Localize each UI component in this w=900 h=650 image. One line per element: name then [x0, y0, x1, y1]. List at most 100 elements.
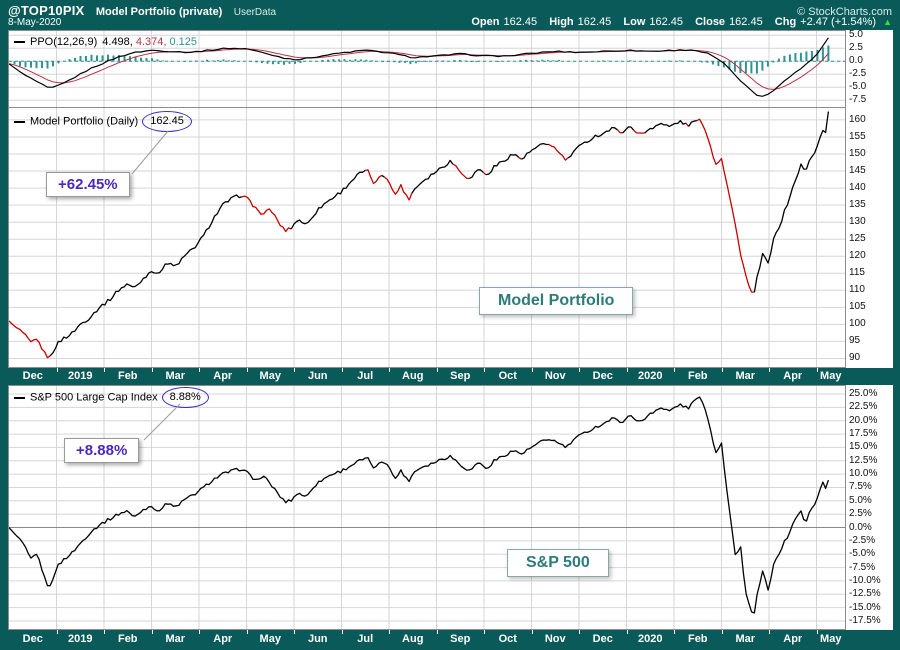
month-tick	[151, 368, 153, 372]
x-axis-label-bottom: Dec	[592, 633, 613, 645]
chart-title: Model Portfolio (private)	[95, 6, 223, 18]
x-axis-label-top: Oct	[498, 370, 517, 382]
month-tick	[626, 368, 628, 372]
x-axis-label-top: Aug	[402, 370, 424, 382]
month-tick	[56, 630, 58, 634]
header-title-row: @TOP10PIX Model Portfolio (private) User…	[8, 2, 892, 20]
month-tick	[769, 368, 770, 372]
x-axis-label-top: Jun	[307, 370, 328, 382]
x-axis-label-top: May	[259, 370, 281, 382]
x-axis-label-bottom: Sep	[450, 633, 471, 645]
snp-gain-callout: +8.88%	[64, 438, 140, 463]
month-tick	[436, 368, 438, 372]
x-axis-label-bottom: Jul	[357, 633, 374, 645]
x-axis-label-top: Mar	[735, 370, 756, 382]
ppo-value: 4.498,	[102, 36, 133, 48]
month-tick	[674, 368, 675, 372]
snp-panel	[8, 385, 846, 630]
ppo-legend: PPO(12,26,9) 4.498, 4.374, 0.125	[14, 33, 197, 51]
snp-legend-name: S&P 500 Large Cap Index	[30, 391, 158, 404]
month-tick	[246, 630, 248, 634]
x-axis-label-bottom: Feb	[117, 633, 138, 645]
x-axis-label-top: May	[820, 370, 842, 382]
month-tick	[579, 368, 580, 372]
open-value: 162.45	[503, 16, 538, 28]
price-last-value: 162.45	[142, 111, 192, 132]
header-quote-row: 8-May-2020 Open 162.45 High 162.45 Low 162.…	[8, 16, 892, 28]
snp-last-value: 8.88%	[161, 387, 209, 408]
month-tick	[531, 368, 533, 372]
price-panel	[8, 107, 846, 368]
x-axis-label-top: Apr	[783, 370, 803, 382]
month-tick	[199, 630, 200, 634]
x-axis-label-bottom: Oct	[498, 633, 517, 645]
month-tick	[721, 368, 723, 372]
x-axis-label-top: Jul	[357, 370, 374, 382]
data-source: UserData	[233, 7, 277, 18]
x-axis-label-top: Feb	[117, 370, 138, 382]
close-value: 162.45	[729, 16, 763, 28]
month-tick	[626, 630, 628, 634]
month-tick	[436, 630, 438, 634]
copyright-link[interactable]: © StockCharts.com	[797, 6, 892, 18]
x-axis-label-top: Nov	[544, 370, 566, 382]
change-value: +2.47 (+1.54%)	[800, 16, 877, 28]
x-axis-label-top: Sep	[450, 370, 471, 382]
month-tick	[674, 630, 675, 634]
month-tick	[816, 368, 818, 372]
close-label: Close	[695, 16, 726, 28]
x-axis-label-top: 2020	[638, 370, 663, 382]
x-axis-label-bottom: Apr	[783, 633, 803, 645]
month-tick	[104, 630, 105, 634]
month-tick	[484, 630, 485, 634]
low-label: Low	[623, 16, 646, 28]
x-axis-label-top: Feb	[687, 370, 708, 382]
month-tick	[341, 630, 343, 634]
x-axis-label-bottom: Apr	[213, 633, 233, 645]
month-tick	[341, 368, 343, 372]
price-panel-label: Model Portfolio	[479, 287, 634, 315]
x-axis-label-bottom: Aug	[402, 633, 424, 645]
ppo-hist-value: 0.125	[169, 36, 197, 48]
month-tick	[56, 368, 58, 372]
quote-summary: Open 162.45 High 162.45 Low 162.45 Close 162…	[462, 16, 892, 28]
x-axis-label-bottom: Feb	[687, 633, 708, 645]
change-label: Chg	[774, 16, 797, 28]
ppo-line-swatch-icon	[14, 41, 25, 44]
header-title-group: @TOP10PIX Model Portfolio (private) User…	[8, 2, 276, 20]
price-line-swatch-icon	[14, 120, 25, 123]
month-tick	[484, 368, 485, 372]
change-up-arrow-icon: ▲	[883, 17, 892, 27]
x-axis-label-top: Mar	[165, 370, 186, 382]
ppo-signal-value: 4.374,	[135, 36, 167, 48]
x-axis-label-bottom: May	[820, 633, 842, 645]
month-tick	[104, 368, 105, 372]
month-tick	[151, 630, 153, 634]
x-axis-label-bottom: May	[259, 633, 281, 645]
x-axis-label-bottom: Nov	[544, 633, 566, 645]
x-axis-label-bottom: Dec	[22, 633, 43, 645]
month-tick	[721, 630, 723, 634]
x-axis-label-bottom: 2019	[68, 633, 93, 645]
month-tick	[769, 630, 770, 634]
symbol: @TOP10PIX	[8, 3, 85, 18]
x-axis-label-bottom: Mar	[735, 633, 756, 645]
x-axis-label-top: Apr	[213, 370, 233, 382]
snp-legend: S&P 500 Large Cap Index 8.88%	[14, 387, 209, 408]
x-axis-label-bottom: Mar	[165, 633, 186, 645]
month-tick	[389, 630, 390, 634]
x-axis-label-bottom: 2020	[638, 633, 663, 645]
month-tick	[579, 630, 580, 634]
chart-date: 8-May-2020	[8, 17, 62, 28]
low-value: 162.45	[649, 16, 684, 28]
chart-header: @TOP10PIX Model Portfolio (private) User…	[0, 0, 900, 30]
snp-panel-label: S&P 500	[507, 549, 609, 577]
month-tick	[294, 368, 295, 372]
month-tick	[389, 368, 390, 372]
x-axis-label-top: Dec	[592, 370, 613, 382]
month-tick	[531, 630, 533, 634]
month-tick	[816, 630, 818, 634]
price-legend: Model Portfolio (Daily) 162.45	[14, 111, 192, 132]
price-legend-name: Model Portfolio (Daily)	[30, 115, 139, 128]
